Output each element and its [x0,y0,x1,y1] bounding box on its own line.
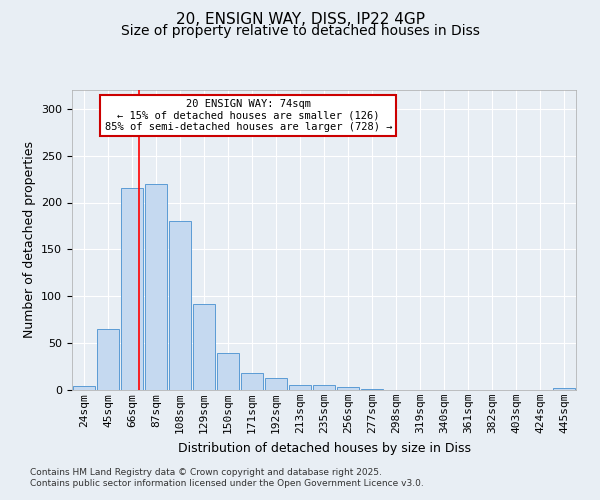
Y-axis label: Number of detached properties: Number of detached properties [23,142,35,338]
Bar [121,188,143,390]
Bar [361,389,383,390]
Bar [313,386,335,390]
Bar [193,304,215,390]
Text: Size of property relative to detached houses in Diss: Size of property relative to detached ho… [121,24,479,38]
Bar [337,387,359,390]
Bar [553,388,575,390]
Bar [169,221,191,390]
Bar [289,386,311,390]
Text: 20 ENSIGN WAY: 74sqm
← 15% of detached houses are smaller (126)
85% of semi-deta: 20 ENSIGN WAY: 74sqm ← 15% of detached h… [104,99,392,132]
Text: 20, ENSIGN WAY, DISS, IP22 4GP: 20, ENSIGN WAY, DISS, IP22 4GP [176,12,425,28]
Bar [265,378,287,390]
Text: Contains HM Land Registry data © Crown copyright and database right 2025.
Contai: Contains HM Land Registry data © Crown c… [30,468,424,487]
X-axis label: Distribution of detached houses by size in Diss: Distribution of detached houses by size … [178,442,470,454]
Bar [73,386,95,390]
Bar [241,373,263,390]
Bar [145,184,167,390]
Bar [97,329,119,390]
Bar [217,352,239,390]
